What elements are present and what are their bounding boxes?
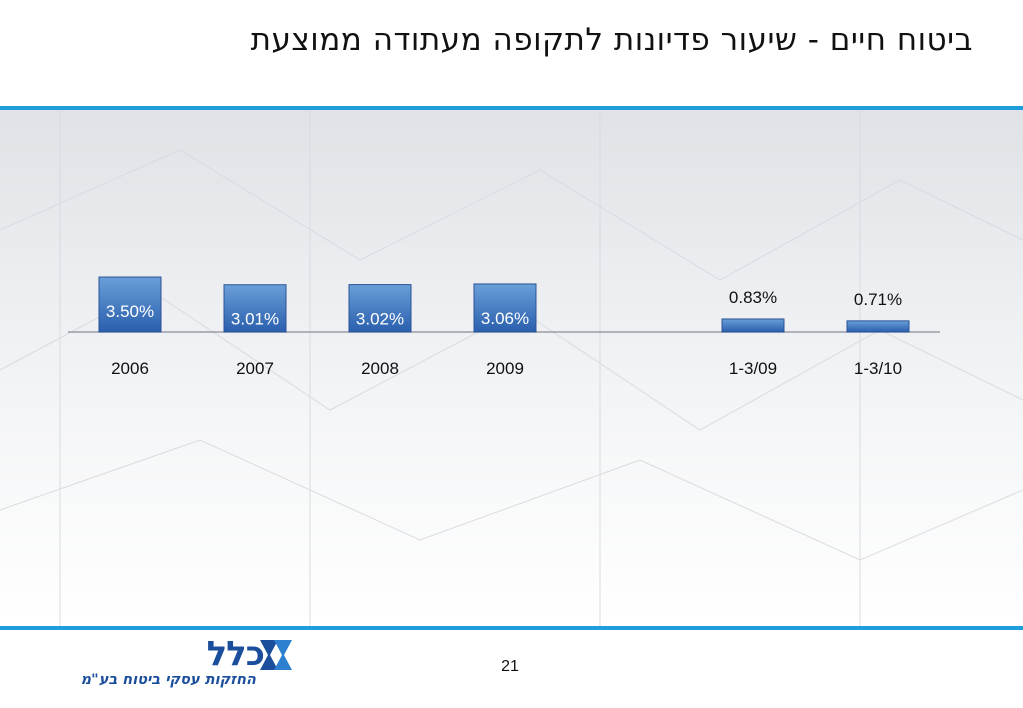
category-label: 1-3/10 bbox=[854, 359, 902, 378]
category-label: 2006 bbox=[111, 359, 149, 378]
company-logo: כלל החזקות עסקי ביטוח בע"מ bbox=[36, 634, 296, 696]
logo-subtitle: החזקות עסקי ביטוח בע"מ bbox=[80, 672, 256, 688]
value-label: 0.71% bbox=[854, 290, 902, 309]
category-label: 1-3/09 bbox=[729, 359, 777, 378]
value-label: 0.83% bbox=[729, 288, 777, 307]
bar-1-3/10 bbox=[846, 320, 910, 333]
value-label: 3.50% bbox=[106, 302, 154, 321]
category-label: 2007 bbox=[236, 359, 274, 378]
logo-wordmark: כלל bbox=[206, 634, 265, 674]
bar-2007 bbox=[223, 284, 287, 333]
bar-chart: 3.50% 3.01% 3.02% 3.06% 0.83% 0.71% 2006 2007 2… bbox=[68, 276, 940, 378]
slide-title: ביטוח חיים - שיעור פדיונות לתקופה מעתודה… bbox=[250, 22, 973, 58]
bar-2008 bbox=[348, 284, 412, 333]
bar-2009 bbox=[473, 283, 537, 333]
bar-1-3/09 bbox=[721, 318, 785, 333]
logo-mark-icon bbox=[260, 640, 292, 670]
footer-divider bbox=[0, 626, 1023, 630]
value-label: 3.01% bbox=[231, 310, 279, 329]
category-label: 2008 bbox=[361, 359, 399, 378]
bar-2006 bbox=[98, 276, 162, 333]
value-label: 3.02% bbox=[356, 310, 404, 329]
value-label: 3.06% bbox=[481, 309, 529, 328]
page-number: 21 bbox=[501, 658, 519, 675]
category-label: 2009 bbox=[486, 359, 524, 378]
header-divider bbox=[0, 106, 1023, 110]
chart-panel: 3.50% 3.01% 3.02% 3.06% 0.83% 0.71% 2006 2007 2… bbox=[0, 110, 1023, 626]
